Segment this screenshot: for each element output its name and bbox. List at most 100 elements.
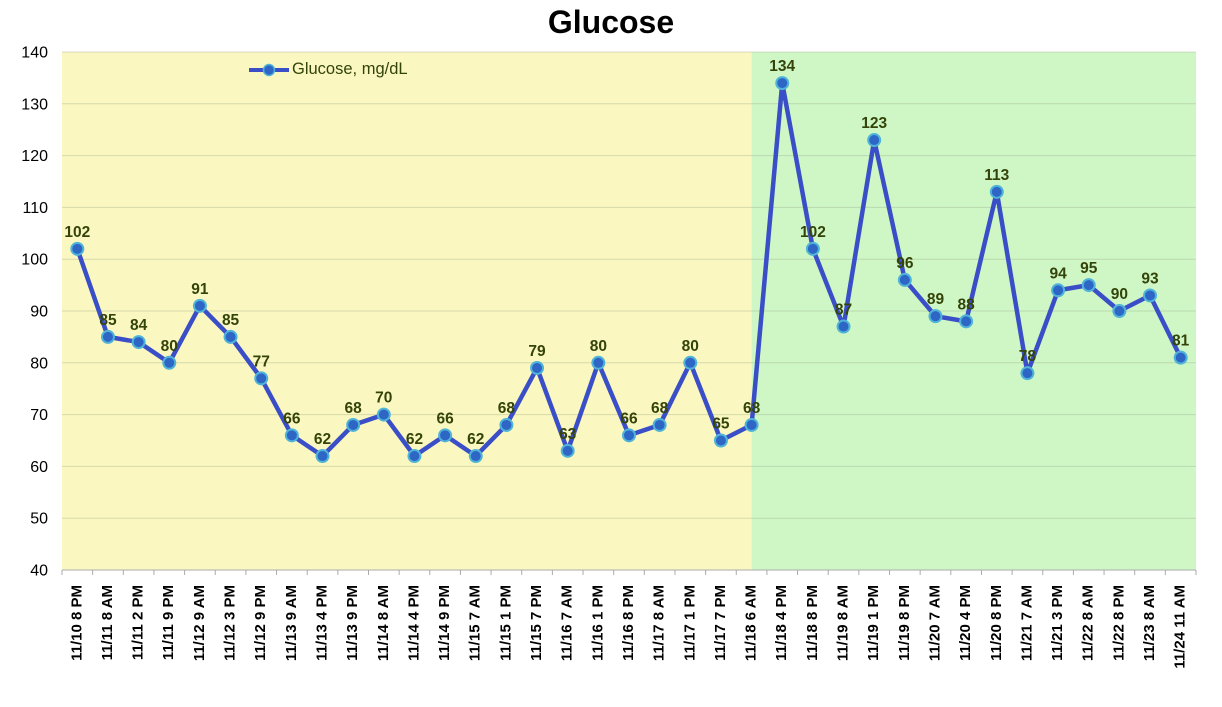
- data-label: 66: [283, 410, 301, 427]
- data-label: 68: [651, 400, 669, 417]
- data-label: 88: [958, 296, 976, 313]
- data-point: [560, 443, 575, 458]
- data-point: [376, 407, 391, 422]
- x-tick-label: 11/16 7 AM: [559, 585, 576, 661]
- data-label: 85: [222, 312, 240, 329]
- data-point: [468, 449, 483, 464]
- legend-label: Glucose, mg/dL: [292, 60, 408, 78]
- data-label: 79: [528, 343, 546, 360]
- data-point: [897, 272, 912, 287]
- data-label: 81: [1172, 333, 1190, 350]
- x-tick-label: 11/14 4 PM: [405, 585, 422, 661]
- x-tick-label: 11/20 7 AM: [926, 585, 943, 661]
- x-tick-label: 11/19 1 PM: [865, 585, 882, 661]
- data-point: [1081, 278, 1096, 293]
- data-label: 102: [800, 224, 826, 241]
- data-label: 66: [436, 410, 454, 427]
- y-tick-label: 80: [30, 355, 48, 372]
- data-point: [284, 428, 299, 443]
- y-tick-label: 40: [30, 563, 48, 580]
- y-tick-label: 70: [30, 407, 48, 424]
- data-point: [315, 449, 330, 464]
- y-tick-label: 130: [21, 96, 48, 113]
- x-tick-label: 11/12 3 PM: [222, 585, 239, 661]
- x-tick-label: 11/21 7 AM: [1018, 585, 1035, 661]
- data-point: [346, 417, 361, 432]
- x-tick-label: 11/17 7 PM: [712, 585, 729, 661]
- x-tick-label: 11/15 7 PM: [528, 585, 545, 661]
- legend-line-marker-icon: [249, 63, 289, 76]
- data-point: [254, 371, 269, 386]
- data-label: 94: [1049, 265, 1067, 282]
- x-tick-label: 11/10 8 PM: [68, 585, 85, 661]
- x-tick-label: 11/14 9 PM: [436, 585, 453, 661]
- y-tick-label: 60: [30, 459, 48, 476]
- data-label: 62: [406, 431, 423, 448]
- data-point: [192, 298, 207, 313]
- data-label: 66: [620, 410, 638, 427]
- data-point: [1020, 366, 1035, 381]
- data-point: [775, 76, 790, 91]
- data-point: [867, 133, 882, 148]
- data-label: 63: [559, 426, 577, 443]
- y-tick-label: 140: [21, 45, 48, 62]
- x-tick-label: 11/13 4 PM: [313, 585, 330, 661]
- data-label: 134: [769, 58, 795, 75]
- data-label: 91: [191, 281, 209, 298]
- x-tick-label: 11/22 8 PM: [1110, 585, 1127, 661]
- data-label: 87: [835, 302, 852, 319]
- y-tick-label: 50: [30, 511, 48, 528]
- data-label: 62: [467, 431, 484, 448]
- data-point: [652, 417, 667, 432]
- data-label: 93: [1141, 270, 1159, 287]
- data-point: [683, 355, 698, 370]
- x-tick-label: 11/24 11 AM: [1172, 585, 1189, 669]
- data-label: 68: [743, 400, 761, 417]
- x-tick-label: 11/15 7 AM: [467, 585, 484, 661]
- y-tick-label: 110: [22, 200, 48, 217]
- x-tick-label: 11/21 3 PM: [1049, 585, 1066, 661]
- x-tick-label: 11/18 4 PM: [773, 585, 790, 661]
- data-point: [1112, 304, 1127, 318]
- data-point: [1173, 350, 1188, 365]
- y-tick-label: 90: [30, 304, 48, 321]
- x-tick-label: 11/12 9 AM: [191, 585, 208, 661]
- data-label: 113: [984, 167, 1009, 184]
- y-tick-label: 100: [21, 252, 48, 269]
- data-label: 102: [64, 224, 90, 241]
- chart-title: Glucose: [547, 4, 675, 40]
- data-point: [805, 241, 820, 256]
- x-tick-label: 11/23 8 AM: [1141, 585, 1158, 661]
- x-tick-label: 11/19 8 PM: [896, 585, 913, 661]
- data-label: 123: [861, 115, 887, 132]
- y-tick-label: 120: [21, 148, 48, 165]
- data-label: 65: [712, 416, 730, 433]
- x-tick-label: 11/17 1 PM: [681, 585, 698, 661]
- x-tick-label: 11/19 8 AM: [835, 585, 852, 661]
- data-point: [1051, 283, 1066, 298]
- x-tick-label: 11/18 8 PM: [804, 585, 821, 661]
- x-tick-label: 11/15 1 PM: [497, 585, 514, 661]
- data-label: 62: [314, 431, 331, 448]
- data-label: 77: [253, 353, 270, 370]
- x-tick-label: 11/11 8 AM: [99, 585, 116, 660]
- chart-legend: Glucose, mg/dL: [248, 60, 408, 79]
- data-point: [1143, 288, 1158, 303]
- data-point: [959, 314, 974, 329]
- data-label: 90: [1111, 286, 1128, 303]
- x-tick-label: 11/17 8 AM: [651, 585, 668, 661]
- x-tick-label: 11/16 8 PM: [620, 585, 637, 661]
- x-tick-label: 11/11 9 PM: [160, 585, 177, 660]
- data-point: [70, 241, 85, 256]
- x-tick-label: 11/13 9 PM: [344, 585, 361, 661]
- data-label: 80: [590, 338, 607, 355]
- data-point: [591, 355, 606, 370]
- data-point: [407, 449, 422, 464]
- data-point: [530, 360, 545, 375]
- data-point: [989, 184, 1004, 199]
- data-label: 96: [896, 255, 914, 272]
- plot-band-early-period-band: [62, 52, 752, 570]
- data-point: [162, 355, 177, 370]
- data-label: 78: [1019, 348, 1037, 365]
